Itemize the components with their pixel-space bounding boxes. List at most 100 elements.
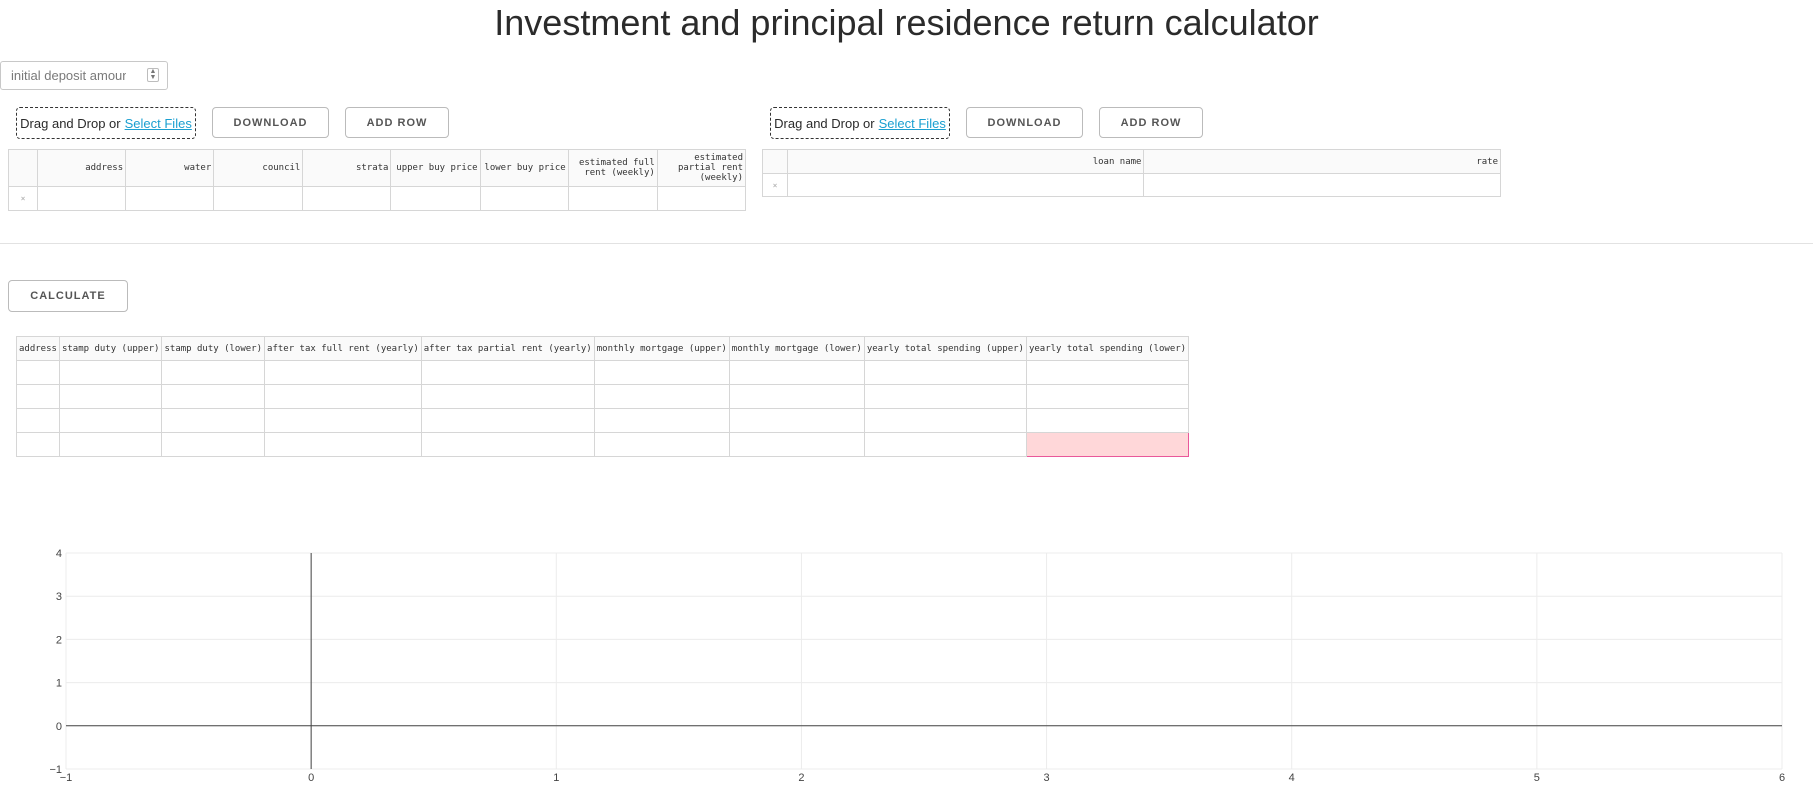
x-tick-label: 0 bbox=[308, 772, 314, 784]
y-tick-label: 0 bbox=[56, 721, 62, 733]
initial-deposit-field[interactable]: ▲▼ bbox=[0, 61, 168, 90]
column-header: stamp duty (lower) bbox=[161, 336, 266, 361]
y-tick-label: 3 bbox=[56, 591, 62, 603]
active-table-cell[interactable] bbox=[1025, 432, 1190, 457]
column-header: rate bbox=[1143, 149, 1501, 174]
select-files-link[interactable]: Select Files bbox=[878, 115, 946, 131]
table-cell[interactable] bbox=[264, 432, 422, 457]
loans-add-row-button[interactable]: ADD ROW bbox=[1099, 107, 1203, 138]
loans-download-button[interactable]: DOWNLOAD bbox=[966, 107, 1083, 138]
table-cell[interactable] bbox=[863, 432, 1027, 457]
table-cell[interactable] bbox=[786, 173, 1145, 197]
results-table: address stamp duty (upper) stamp duty (l… bbox=[16, 336, 1190, 457]
table-cell[interactable] bbox=[16, 360, 60, 385]
table-cell[interactable] bbox=[863, 384, 1027, 409]
calculate-button[interactable]: CALCULATE bbox=[8, 280, 128, 312]
table-cell[interactable] bbox=[264, 360, 422, 385]
table-cell[interactable] bbox=[264, 384, 422, 409]
table-cell[interactable] bbox=[593, 360, 730, 385]
delete-row-icon[interactable]: × bbox=[762, 173, 788, 197]
column-header: loan name bbox=[786, 149, 1145, 174]
chart-gridlines bbox=[65, 552, 1783, 770]
column-header: water bbox=[125, 149, 215, 187]
table-cell[interactable] bbox=[58, 432, 163, 457]
x-tick-label: 2 bbox=[798, 772, 804, 784]
table-cell[interactable] bbox=[863, 408, 1027, 433]
properties-upload-dropzone[interactable]: Drag and Drop or Select Files bbox=[16, 107, 196, 139]
table-cell[interactable] bbox=[728, 408, 865, 433]
table-cell[interactable] bbox=[37, 186, 127, 211]
x-tick-label: 3 bbox=[1044, 772, 1050, 784]
delete-column-header bbox=[762, 149, 788, 174]
table-cell[interactable] bbox=[161, 408, 266, 433]
table-cell[interactable] bbox=[16, 384, 60, 409]
table-cell[interactable] bbox=[58, 360, 163, 385]
properties-table: address water council strata upper buy p… bbox=[7, 149, 747, 211]
column-header: stamp duty (upper) bbox=[58, 336, 163, 361]
table-cell[interactable] bbox=[302, 186, 392, 211]
table-cell[interactable] bbox=[863, 360, 1027, 385]
table-cell[interactable] bbox=[656, 186, 747, 211]
table-cell[interactable] bbox=[479, 186, 569, 211]
table-row: × bbox=[7, 186, 747, 211]
table-cell[interactable] bbox=[728, 432, 865, 457]
table-cell[interactable] bbox=[728, 360, 865, 385]
table-row bbox=[16, 408, 1190, 433]
table-cell[interactable] bbox=[390, 186, 481, 211]
table-cell[interactable] bbox=[593, 384, 730, 409]
table-cell[interactable] bbox=[420, 384, 595, 409]
delete-column-header bbox=[7, 149, 39, 187]
table-cell[interactable] bbox=[1143, 173, 1501, 197]
column-header: estimated full rent (weekly) bbox=[567, 149, 658, 187]
table-cell[interactable] bbox=[567, 186, 658, 211]
column-header: lower buy price bbox=[479, 149, 569, 187]
column-header: address bbox=[16, 336, 60, 361]
table-cell[interactable] bbox=[16, 408, 60, 433]
x-tick-label: 4 bbox=[1289, 772, 1295, 784]
y-tick-label: 4 bbox=[56, 548, 62, 560]
table-cell[interactable] bbox=[125, 186, 215, 211]
chart-tick-labels: −1 0 1 2 3 4 5 6 −1 0 1 2 3 4 bbox=[49, 548, 1785, 784]
table-cell[interactable] bbox=[420, 408, 595, 433]
table-cell[interactable] bbox=[420, 432, 595, 457]
column-header: monthly mortgage (lower) bbox=[728, 336, 865, 361]
select-files-link[interactable]: Select Files bbox=[124, 115, 192, 131]
results-chart: −1 0 1 2 3 4 5 6 −1 0 1 2 3 4 bbox=[49, 548, 1785, 784]
upload-text: Drag and Drop or bbox=[20, 115, 121, 131]
column-header: council bbox=[213, 149, 304, 187]
table-cell[interactable] bbox=[161, 432, 266, 457]
properties-add-row-button[interactable]: ADD ROW bbox=[345, 107, 449, 138]
table-cell[interactable] bbox=[593, 408, 730, 433]
table-cell[interactable] bbox=[1025, 384, 1190, 409]
chart-axes bbox=[66, 553, 1782, 769]
properties-download-button[interactable]: DOWNLOAD bbox=[212, 107, 329, 138]
delete-row-icon[interactable]: × bbox=[7, 186, 39, 211]
table-cell[interactable] bbox=[1025, 408, 1190, 433]
loans-upload-dropzone[interactable]: Drag and Drop or Select Files bbox=[770, 107, 950, 139]
table-cell[interactable] bbox=[58, 408, 163, 433]
table-cell[interactable] bbox=[728, 384, 865, 409]
x-tick-label: −1 bbox=[60, 772, 73, 784]
table-cell[interactable] bbox=[264, 408, 422, 433]
y-tick-label: 2 bbox=[56, 634, 62, 646]
table-row bbox=[16, 384, 1190, 409]
number-spinner-icon[interactable]: ▲ ▼ bbox=[147, 68, 159, 82]
table-cell[interactable] bbox=[213, 186, 304, 211]
table-cell[interactable] bbox=[58, 384, 163, 409]
column-header: monthly mortgage (upper) bbox=[593, 336, 730, 361]
column-header: estimated partial rent (weekly) bbox=[656, 149, 747, 187]
column-header: after tax full rent (yearly) bbox=[264, 336, 422, 361]
table-cell[interactable] bbox=[1025, 360, 1190, 385]
initial-deposit-input[interactable] bbox=[9, 67, 143, 84]
table-cell[interactable] bbox=[420, 360, 595, 385]
table-cell[interactable] bbox=[593, 432, 730, 457]
table-cell[interactable] bbox=[16, 432, 60, 457]
table-cell[interactable] bbox=[161, 360, 266, 385]
table-row: × bbox=[762, 173, 1501, 197]
loans-table: loan name rate × bbox=[762, 149, 1501, 197]
y-tick-label: 1 bbox=[56, 678, 62, 690]
column-header: yearly total spending (lower) bbox=[1025, 336, 1190, 361]
table-cell[interactable] bbox=[161, 384, 266, 409]
table-row bbox=[16, 360, 1190, 385]
x-tick-label: 6 bbox=[1779, 772, 1785, 784]
